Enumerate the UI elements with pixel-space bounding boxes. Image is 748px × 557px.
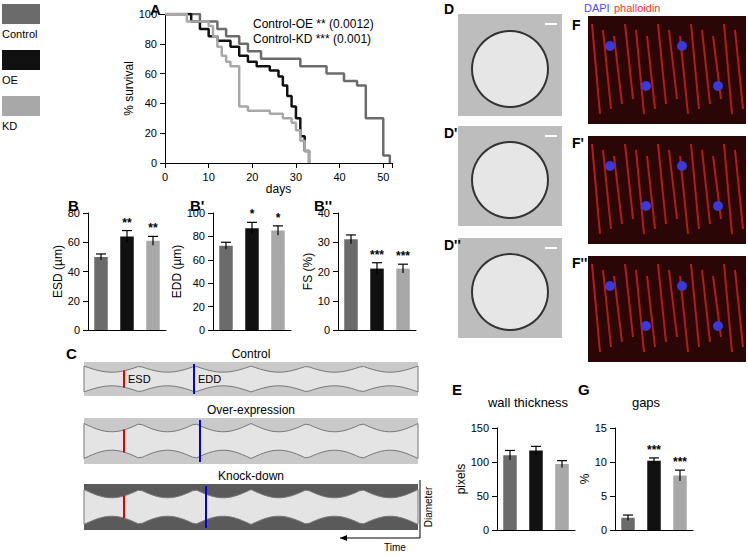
svg-text:Knock-down: Knock-down	[218, 469, 284, 483]
svg-text:60: 60	[193, 254, 205, 266]
svg-text:10: 10	[595, 456, 607, 468]
svg-text:20: 20	[246, 171, 258, 183]
svg-text:wall thickness: wall thickness	[487, 395, 569, 410]
svg-text:40: 40	[333, 171, 345, 183]
svg-text:Diameter: Diameter	[423, 486, 434, 527]
svg-text:EDD: EDD	[198, 373, 221, 385]
svg-text:0: 0	[74, 324, 80, 336]
svg-text:20: 20	[68, 295, 80, 307]
svg-text:100: 100	[138, 8, 157, 20]
svg-text:E: E	[452, 381, 462, 398]
svg-text:A: A	[150, 1, 161, 18]
svg-text:5: 5	[601, 490, 607, 502]
svg-text:30: 30	[318, 236, 330, 248]
svg-text:Control-KD *** (0.001): Control-KD *** (0.001)	[253, 32, 371, 46]
svg-text:EDD (µm): EDD (µm)	[170, 245, 184, 299]
svg-text:***: ***	[396, 249, 410, 263]
svg-text:F'': F''	[572, 255, 587, 271]
svg-text:80: 80	[193, 230, 205, 242]
svg-text:B': B'	[190, 197, 204, 214]
svg-text:%: %	[578, 473, 592, 484]
svg-text:D': D'	[444, 125, 457, 141]
svg-text:Control: Control	[2, 28, 37, 40]
svg-text:30: 30	[290, 171, 302, 183]
svg-text:% survival: % survival	[122, 61, 136, 116]
svg-text:Over-expression: Over-expression	[207, 403, 295, 417]
svg-text:0: 0	[601, 524, 607, 536]
svg-text:days: days	[266, 182, 291, 196]
svg-text:100: 100	[471, 456, 489, 468]
svg-text:ESD: ESD	[128, 373, 151, 385]
svg-text:50: 50	[377, 171, 389, 183]
svg-text:***: ***	[673, 455, 687, 469]
svg-text:phalloidin: phalloidin	[614, 2, 660, 14]
svg-text:FS (%): FS (%)	[301, 253, 315, 290]
svg-text:0: 0	[151, 157, 157, 169]
svg-text:D'': D''	[444, 237, 461, 253]
svg-text:**: **	[122, 216, 132, 230]
svg-text:Control: Control	[232, 347, 271, 361]
svg-text:20: 20	[318, 266, 330, 278]
svg-text:pixels: pixels	[454, 464, 468, 495]
svg-text:***: ***	[647, 443, 661, 457]
svg-text:B: B	[68, 197, 79, 214]
svg-text:*: *	[250, 207, 255, 221]
svg-text:***: ***	[370, 248, 384, 262]
svg-text:60: 60	[145, 68, 157, 80]
svg-text:ESD (µm): ESD (µm)	[51, 245, 65, 298]
svg-text:gaps: gaps	[632, 395, 661, 410]
svg-text:15: 15	[595, 422, 607, 434]
svg-text:DAPI: DAPI	[584, 2, 610, 14]
svg-text:60: 60	[68, 236, 80, 248]
svg-text:OE: OE	[2, 74, 18, 86]
svg-text:B'': B''	[314, 197, 332, 214]
svg-text:F': F'	[572, 135, 584, 151]
svg-text:*: *	[276, 211, 281, 225]
svg-text:10: 10	[203, 171, 215, 183]
svg-text:0: 0	[162, 171, 168, 183]
svg-text:C: C	[66, 345, 77, 362]
svg-text:20: 20	[193, 301, 205, 313]
svg-text:10: 10	[318, 295, 330, 307]
svg-text:D: D	[444, 1, 454, 17]
svg-text:40: 40	[145, 97, 157, 109]
svg-text:40: 40	[68, 266, 80, 278]
svg-text:50: 50	[477, 490, 489, 502]
svg-text:KD: KD	[2, 120, 17, 132]
svg-text:80: 80	[145, 38, 157, 50]
svg-text:0: 0	[483, 524, 489, 536]
svg-text:Control-OE ** (0.0012): Control-OE ** (0.0012)	[253, 17, 374, 31]
svg-text:0: 0	[324, 324, 330, 336]
svg-text:F: F	[572, 17, 581, 33]
svg-text:G: G	[578, 381, 590, 398]
svg-text:Time: Time	[384, 542, 406, 553]
svg-text:**: **	[148, 221, 158, 235]
svg-text:20: 20	[145, 127, 157, 139]
svg-text:0: 0	[199, 324, 205, 336]
svg-text:150: 150	[471, 422, 489, 434]
svg-text:40: 40	[193, 277, 205, 289]
